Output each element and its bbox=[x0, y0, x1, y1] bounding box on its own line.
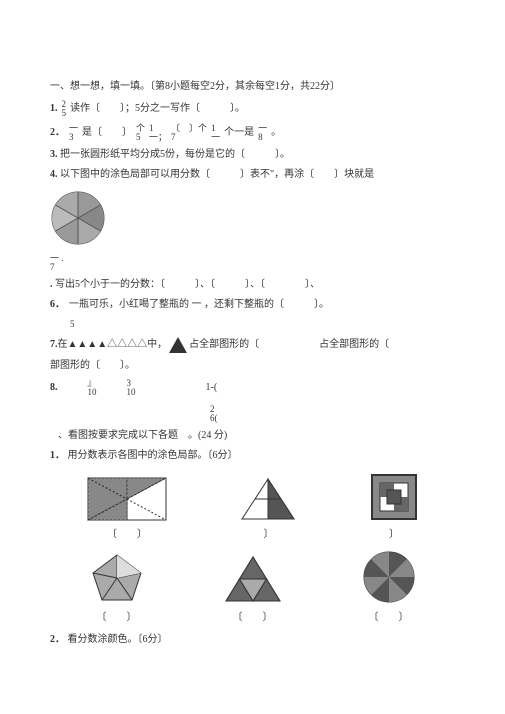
section2-header: 、看图按要求完成以下各题 。(24 分) bbox=[58, 429, 455, 443]
triangle-icon bbox=[169, 337, 187, 353]
q2-f2: 个 5 bbox=[136, 124, 145, 142]
q2-f4: 〔 〕个 7 bbox=[171, 124, 207, 142]
s2q1-text: 用分数表示各图中的涂色局部。〔6分〕 bbox=[68, 450, 238, 461]
pie-svg bbox=[50, 190, 106, 246]
q7-text2: 占全部图形的〔 占全部图形的〔 bbox=[189, 338, 389, 352]
q8-f1: 』 10 bbox=[88, 379, 97, 397]
q2-tail: 个一是 bbox=[224, 126, 254, 140]
q3-label: 3. bbox=[50, 149, 58, 160]
q5-text1: 写出5个小于一的分数：〔 〕、〔 〕、〔 〕、 bbox=[55, 279, 320, 290]
q2-mid: 是〔 〕 bbox=[82, 126, 132, 140]
shape-rect-label: 〔 〕 bbox=[87, 525, 167, 540]
shape-square: 〕 bbox=[370, 473, 418, 540]
q2-f5: 1 一 bbox=[211, 124, 220, 142]
section-header: 一、想一想，填一填。〔第8小题每空2分，其余每空1分，共22分〕 bbox=[50, 80, 455, 94]
s2q2-label: 2． bbox=[50, 634, 65, 645]
shape-tri1-label: 〕 bbox=[240, 525, 296, 540]
q6-frac: 5 bbox=[70, 318, 455, 331]
q2-label: 2． bbox=[50, 126, 65, 140]
q3-text: 把一张圆形纸平均分成5份，每份是它的〔 〕。 bbox=[60, 149, 290, 160]
q2-f3: 1 一； bbox=[149, 124, 167, 142]
q7-label: 7. bbox=[50, 338, 58, 352]
q2-f6: 一 8 bbox=[258, 124, 267, 142]
q8-f4: 2 6( bbox=[210, 405, 218, 423]
shapes-row-2: 〔 〕 〔 〕 〔 〕 bbox=[50, 550, 455, 623]
question-8: 8. 』 10 3 10 1-( bbox=[50, 379, 455, 397]
question-4: 4. 以下图中的涂色局部可以用分数〔 〕表不"，再涂〔 〕块就是 bbox=[50, 168, 455, 182]
shape-sq-label: 〕 bbox=[370, 525, 418, 540]
question-3: 3. 把一张圆形纸平均分成5份，每份是它的〔 〕。 bbox=[50, 148, 455, 162]
shape-tri2-label: 〔 〕 bbox=[223, 608, 283, 623]
question-5: 一 . 7 bbox=[50, 254, 455, 272]
s2-title: 、看图按要求完成以下各题 。(24 分) bbox=[58, 430, 227, 441]
q7-text3: 部图形的〔 〕。 bbox=[50, 360, 135, 371]
question-5b: . 写出5个小于一的分数：〔 〕、〔 〕、〔 〕、 bbox=[50, 278, 455, 292]
s2q2-text: 看分数涂颜色。〔6分〕 bbox=[68, 634, 168, 645]
q6-text: 一瓶可乐，小红喝了整瓶的 一 ，还剩下整瓶的〔 〕。 bbox=[69, 298, 329, 312]
q8-label: 8. bbox=[50, 381, 58, 395]
q5-label: . bbox=[50, 279, 53, 290]
question-7b: 部图形的〔 〕。 bbox=[50, 359, 455, 373]
header-text: 一、想一想，填一填。〔第8小题每空2分，其余每空1分，共22分〕 bbox=[50, 81, 340, 92]
q4-label: 4. bbox=[50, 169, 58, 180]
question-8b: 2 6( bbox=[210, 403, 455, 423]
q7-text1: 在▲▲▲▲△△△△中， bbox=[58, 338, 168, 352]
question-6: 6． 一瓶可乐，小红喝了整瓶的 一 ，还剩下整瓶的〔 〕。 bbox=[50, 298, 455, 312]
q4-text: 以下图中的涂色局部可以用分数〔 〕表不"，再涂〔 〕块就是 bbox=[60, 169, 374, 180]
q1-text: 读作〔 〕；5分之一写作〔 〕。 bbox=[70, 102, 245, 116]
section2-q2: 2． 看分数涂颜色。〔6分〕 bbox=[50, 633, 455, 647]
question-2: 2． 一 3 是〔 〕 个 5 1 一； 〔 〕个 7 1 一 个一是 一 8 … bbox=[50, 124, 455, 142]
shape-pent-label: 〔 〕 bbox=[90, 608, 144, 623]
q6-label: 6． bbox=[50, 298, 65, 312]
pie-figure bbox=[50, 190, 455, 246]
q1-den: 5 bbox=[62, 109, 67, 118]
s2q1-label: 1． bbox=[50, 450, 65, 461]
shape-circle: 〔 〕 bbox=[362, 550, 416, 623]
shapes-row-1: 〔 〕 〕 〕 bbox=[50, 473, 455, 540]
question-7: 7. 在▲▲▲▲△△△△中， 占全部图形的〔 占全部图形的〔 bbox=[50, 337, 455, 353]
shape-pentagon: 〔 〕 bbox=[90, 552, 144, 623]
q1-fraction: 2 5 bbox=[62, 100, 67, 118]
question-1: 1. 2 5 读作〔 〕；5分之一写作〔 〕。 bbox=[50, 100, 455, 118]
shape-rect: 〔 〕 bbox=[87, 477, 167, 540]
q8-f2: 3 10 bbox=[127, 379, 136, 397]
q5-frac: 一 . 7 bbox=[50, 254, 64, 272]
shape-triangle1: 〕 bbox=[240, 477, 296, 540]
shape-triangle2: 〔 〕 bbox=[223, 554, 283, 623]
q1-label: 1. bbox=[50, 102, 58, 116]
q2-f1: 一 3 bbox=[69, 124, 78, 142]
q8-f3: 1-( bbox=[206, 381, 218, 395]
section2-q1: 1． 用分数表示各图中的涂色局部。〔6分〕 bbox=[50, 449, 455, 463]
shape-circ-label: 〔 〕 bbox=[362, 608, 416, 623]
